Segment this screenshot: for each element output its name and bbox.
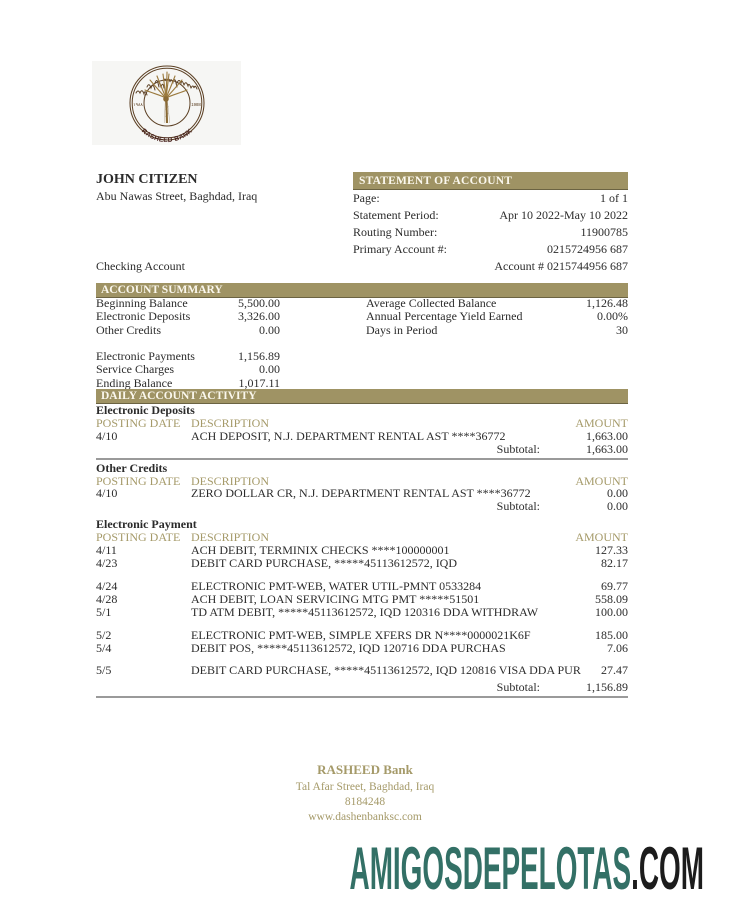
svg-text:١٩٨٨: ١٩٨٨: [133, 102, 143, 107]
svg-text:RASHEED BANK: RASHEED BANK: [140, 128, 194, 144]
svg-text:1988: 1988: [191, 102, 201, 107]
